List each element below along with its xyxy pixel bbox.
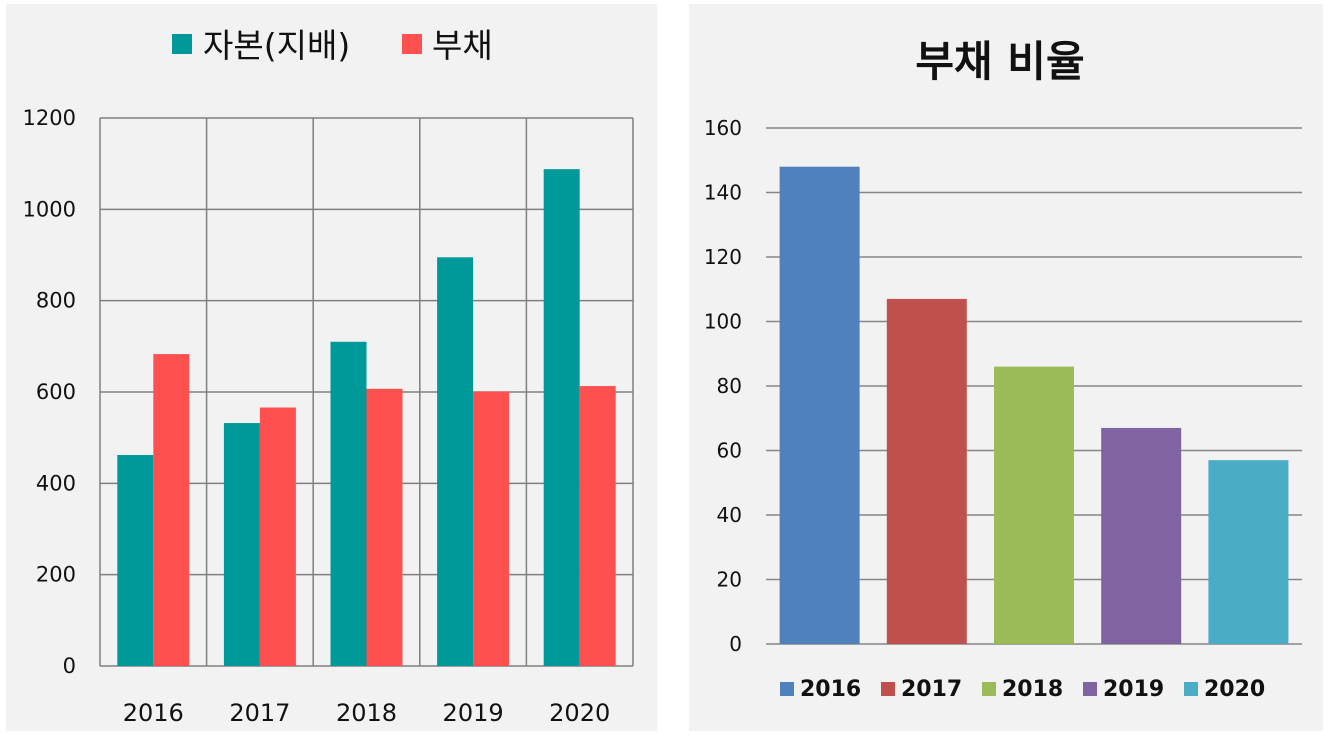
y-tick-label: 600 [36, 380, 76, 404]
bar-debt-ratio-2017 [886, 298, 967, 644]
debt-ratio-chart: 부채 비율 0 20 40 60 80 100 120 140 160 2016 2017 2018 20… [704, 37, 1302, 702]
legend-label-2020: 2020 [1204, 677, 1265, 702]
bar-debt-ratio-2016 [779, 166, 860, 644]
legend-label-capital: 자본(지배) [203, 26, 350, 65]
y-tick-label: 120 [704, 245, 742, 269]
legend-swatch-2020 [1184, 682, 1198, 696]
bar-debt-ratio-2019 [1101, 427, 1182, 644]
legend-swatch-2017 [881, 682, 895, 696]
legend-label-debt: 부채 [432, 26, 493, 65]
y-tick-label: 60 [717, 439, 742, 463]
x-category-label: 2017 [229, 699, 290, 727]
bar-debt-2016 [153, 354, 190, 666]
bar-debt-2017 [259, 407, 296, 666]
y-tick-label: 80 [717, 374, 742, 398]
legend-swatch-debt [402, 34, 422, 54]
legend-label-2017: 2017 [901, 677, 962, 702]
bar-debt-2019 [473, 391, 510, 666]
y-tick-label: 100 [704, 310, 742, 334]
bar-capital-2020 [543, 169, 580, 666]
y-tick-label: 20 [717, 568, 742, 592]
x-category-label: 2020 [549, 699, 610, 727]
legend-label-2018: 2018 [1002, 677, 1063, 702]
legend-swatch-2016 [780, 682, 794, 696]
legend-swatch-2018 [982, 682, 996, 696]
y-tick-label: 0 [63, 654, 76, 678]
y-tick-label: 1200 [23, 106, 76, 130]
bar-debt-2020 [579, 386, 616, 666]
bar-debt-ratio-2020 [1208, 460, 1289, 644]
y-tick-label: 140 [704, 181, 742, 205]
x-category-label: 2016 [123, 699, 184, 727]
y-tick-label: 0 [729, 632, 742, 656]
capital-debt-chart: 0 200 400 600 800 1000 1200 2016 2017 2018 2019 202… [23, 26, 634, 727]
debt-ratio-chart-panel: 부채 비율 0 20 40 60 80 100 120 140 160 2016 2017 2018 20… [689, 4, 1323, 731]
bar-debt-ratio-2018 [994, 366, 1074, 644]
legend-swatch-2019 [1083, 682, 1097, 696]
bar-capital-2018 [330, 341, 367, 666]
y-tick-label: 200 [36, 563, 76, 587]
bar-capital-2016 [117, 455, 154, 666]
bar-capital-2017 [223, 423, 260, 666]
chart-title: 부채 비율 [915, 37, 1084, 86]
bar-debt-2018 [366, 388, 403, 666]
y-tick-label: 400 [36, 471, 76, 495]
legend-label-2016: 2016 [800, 677, 861, 702]
y-tick-label: 160 [704, 116, 742, 140]
y-tick-label: 40 [717, 503, 742, 527]
y-tick-label: 800 [36, 289, 76, 313]
y-tick-label: 1000 [23, 197, 76, 221]
bar-capital-2019 [437, 257, 474, 666]
capital-debt-chart-panel: 0 200 400 600 800 1000 1200 2016 2017 2018 2019 202… [6, 4, 657, 731]
legend-label-2019: 2019 [1103, 677, 1164, 702]
x-category-label: 2019 [443, 699, 504, 727]
legend-swatch-capital [172, 34, 192, 54]
x-category-label: 2018 [336, 699, 397, 727]
